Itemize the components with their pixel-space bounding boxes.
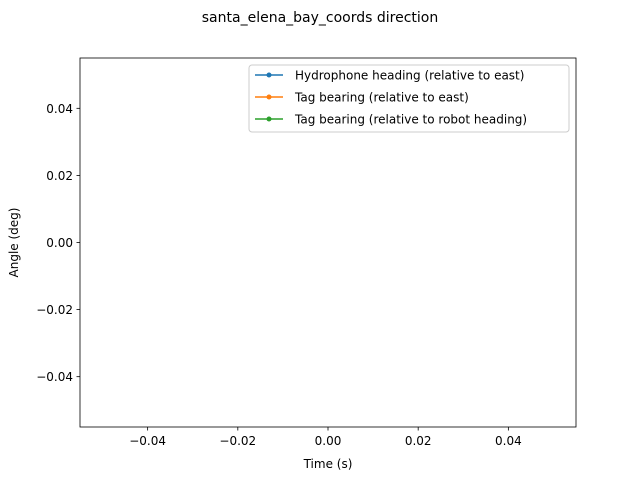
legend-swatch-marker: [266, 72, 272, 78]
y-tick-label: −0.02: [36, 303, 73, 317]
y-axis-label: Angle (deg): [7, 208, 21, 278]
legend-swatch-marker: [266, 116, 272, 122]
x-tick-label: −0.02: [219, 434, 256, 448]
legend-entry-label: Hydrophone heading (relative to east): [295, 69, 524, 83]
y-axis-ticks: −0.04 −0.02 0.00 0.02 0.04: [36, 102, 80, 384]
x-axis-ticks: −0.04 −0.02 0.00 0.02 0.04: [129, 427, 522, 448]
x-axis-label: Time (s): [303, 457, 353, 471]
x-tick-label: 0.02: [405, 434, 432, 448]
x-tick-label: 0.00: [315, 434, 342, 448]
plot-area: −0.04 −0.02 0.00 0.02 0.04 −0.04 −0.02 0.00 0.0…: [36, 57, 577, 448]
x-tick-label: −0.04: [129, 434, 166, 448]
legend: Hydrophone heading (relative to east) Tag…: [248, 64, 570, 133]
legend-entry-label: Tag bearing (relative to east): [294, 91, 469, 105]
chart-title: santa_elena_bay_coords direction: [202, 10, 438, 26]
legend-entry-label: Tag bearing (relative to robot heading): [294, 113, 527, 127]
y-tick-label: 0.00: [46, 236, 73, 250]
y-tick-label: −0.04: [36, 370, 73, 384]
y-tick-label: 0.04: [46, 102, 73, 116]
y-tick-label: 0.02: [46, 169, 73, 183]
legend-swatch-marker: [266, 94, 272, 100]
legend-frame: [248, 64, 570, 133]
x-tick-label: 0.04: [495, 434, 522, 448]
legend-entries: Hydrophone heading (relative to east) Tag…: [255, 69, 527, 127]
